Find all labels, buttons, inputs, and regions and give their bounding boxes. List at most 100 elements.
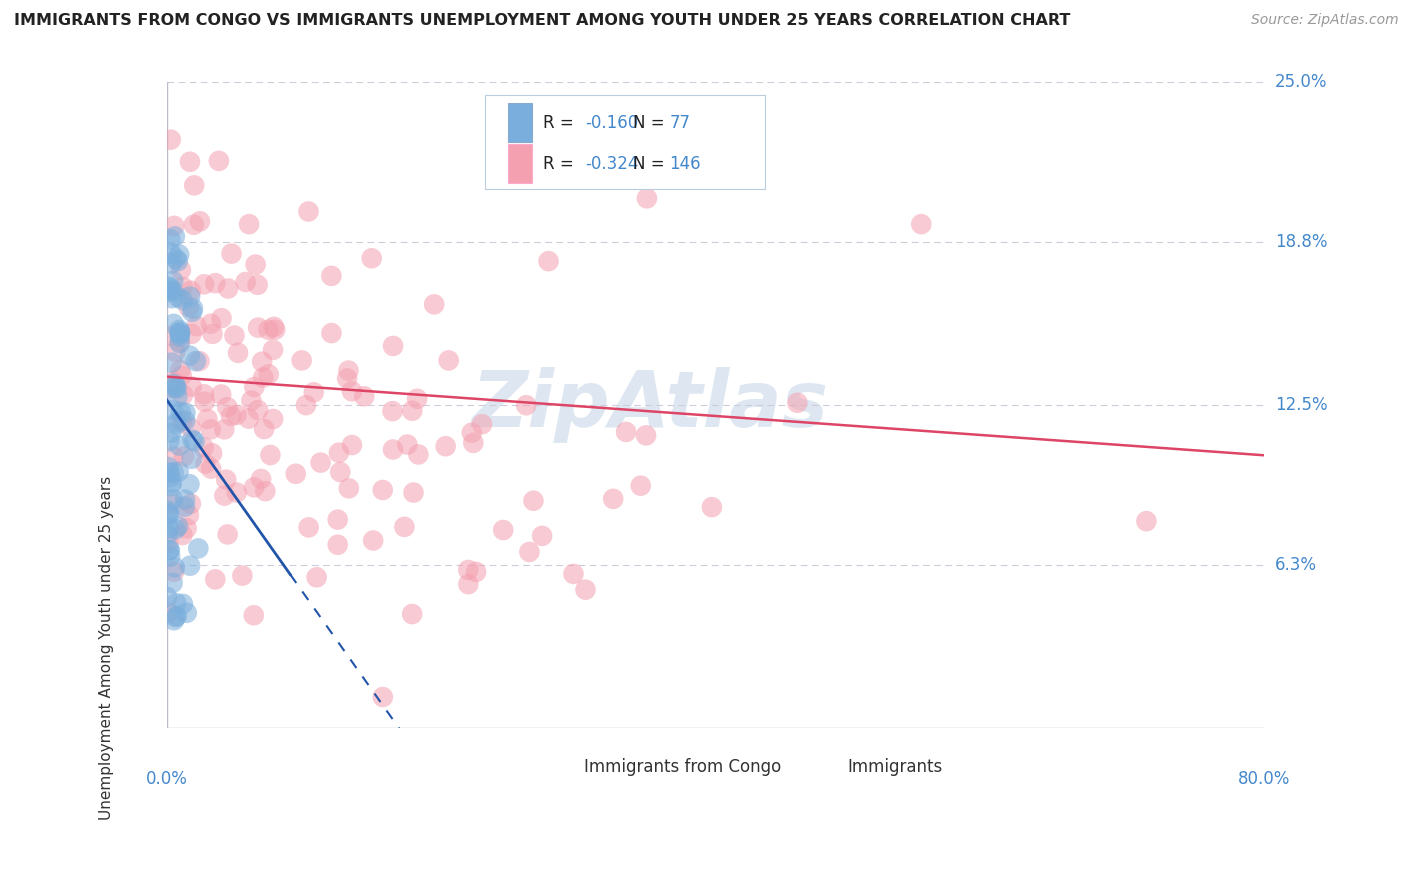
Point [361,533,384,548]
Point [159,133,181,147]
Point [208,153,231,168]
Point [309,456,332,470]
Point [159,542,181,557]
Point [157,535,180,549]
Point [408,447,430,461]
Point [215,473,238,487]
Point [243,380,266,394]
Point [167,290,190,304]
Text: -0.160: -0.160 [585,113,638,131]
Point [238,411,260,425]
Point [200,317,222,331]
Point [246,277,269,292]
Point [157,605,180,619]
Point [321,326,343,340]
Point [162,284,184,298]
Point [226,346,249,360]
Point [174,492,197,507]
Point [382,442,405,457]
Point [423,297,446,311]
Point [465,565,488,579]
Point [406,392,429,406]
Point [295,398,318,412]
Point [515,398,537,412]
Point [159,281,181,295]
Point [257,368,280,382]
Point [401,607,423,621]
Point [188,354,211,368]
Point [353,389,375,403]
Point [180,451,202,466]
Point [910,217,932,231]
Point [163,560,186,574]
Point [221,246,243,260]
Text: R =: R = [543,154,579,172]
Point [194,457,217,471]
Point [162,576,184,591]
Point [162,492,184,507]
Point [284,467,307,481]
Point [159,479,181,493]
Point [162,402,184,417]
Point [179,154,201,169]
Point [160,291,183,305]
Point [247,403,270,417]
Text: IMMIGRANTS FROM CONGO VS IMMIGRANTS UNEMPLOYMENT AMONG YOUTH UNDER 25 YEARS CORR: IMMIGRANTS FROM CONGO VS IMMIGRANTS UNEM… [14,13,1070,29]
Point [461,425,484,440]
Point [225,485,247,500]
Point [219,409,242,423]
Point [225,408,247,422]
Point [240,393,263,408]
Point [305,570,328,584]
Point [169,335,191,350]
Point [537,254,560,268]
Point [181,433,204,447]
Point [167,519,190,533]
Point [163,229,186,244]
Text: Unemployment Among Youth under 25 years: Unemployment Among Youth under 25 years [98,475,114,820]
Text: 80.0%: 80.0% [1239,770,1291,788]
Point [262,343,284,357]
Point [434,439,457,453]
Text: 146: 146 [669,154,702,172]
Point [401,403,423,417]
Point [298,520,321,534]
Point [156,590,179,604]
Point [264,323,287,337]
Point [160,356,183,370]
Point [522,493,544,508]
Point [252,370,274,384]
Point [157,508,180,522]
Point [162,376,184,391]
Point [396,437,419,451]
Point [165,610,187,624]
Point [253,422,276,436]
Point [291,353,314,368]
Point [235,275,257,289]
FancyBboxPatch shape [508,103,533,142]
Point [457,577,479,591]
Point [156,527,179,541]
FancyBboxPatch shape [814,751,858,783]
Point [172,414,194,428]
Point [193,440,215,454]
Point [163,613,186,627]
Point [247,320,270,334]
Point [169,329,191,343]
Point [201,326,224,341]
Point [179,349,201,363]
Point [159,549,181,564]
Text: Immigrants: Immigrants [848,758,942,776]
Point [169,326,191,340]
Point [166,417,188,432]
Point [382,339,405,353]
Point [217,400,239,414]
Point [170,368,193,383]
Point [250,354,273,368]
Point [200,422,222,436]
Point [160,475,183,490]
Point [437,353,460,368]
Point [257,323,280,337]
Point [174,414,197,428]
Point [169,363,191,377]
